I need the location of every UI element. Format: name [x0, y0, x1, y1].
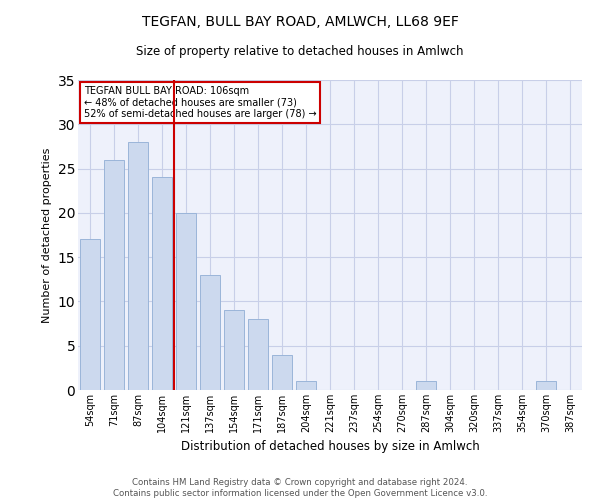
- Bar: [152, 178, 172, 390]
- X-axis label: Distribution of detached houses by size in Amlwch: Distribution of detached houses by size …: [181, 440, 479, 454]
- Bar: [176, 213, 196, 390]
- Text: Contains HM Land Registry data © Crown copyright and database right 2024.
Contai: Contains HM Land Registry data © Crown c…: [113, 478, 487, 498]
- Bar: [296, 381, 316, 390]
- Bar: [128, 142, 148, 390]
- Y-axis label: Number of detached properties: Number of detached properties: [42, 148, 52, 322]
- Text: TEGFAN, BULL BAY ROAD, AMLWCH, LL68 9EF: TEGFAN, BULL BAY ROAD, AMLWCH, LL68 9EF: [142, 15, 458, 29]
- Bar: [272, 354, 292, 390]
- Bar: [104, 160, 124, 390]
- Text: Size of property relative to detached houses in Amlwch: Size of property relative to detached ho…: [136, 45, 464, 58]
- Bar: [200, 275, 220, 390]
- Text: TEGFAN BULL BAY ROAD: 106sqm
← 48% of detached houses are smaller (73)
52% of se: TEGFAN BULL BAY ROAD: 106sqm ← 48% of de…: [83, 86, 316, 119]
- Bar: [224, 310, 244, 390]
- Bar: [536, 381, 556, 390]
- Bar: [416, 381, 436, 390]
- Bar: [80, 240, 100, 390]
- Bar: [248, 319, 268, 390]
